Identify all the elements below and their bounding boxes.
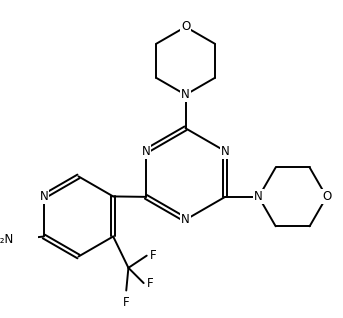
Text: O: O bbox=[322, 190, 331, 204]
Text: N: N bbox=[181, 88, 190, 101]
Text: N: N bbox=[39, 190, 48, 203]
Text: F: F bbox=[123, 296, 130, 309]
Text: N: N bbox=[254, 190, 263, 204]
Text: N: N bbox=[221, 145, 229, 158]
Text: F: F bbox=[147, 277, 154, 290]
Text: O: O bbox=[181, 20, 190, 33]
Text: H₂N: H₂N bbox=[0, 233, 14, 246]
Text: N: N bbox=[181, 213, 190, 226]
Text: F: F bbox=[150, 249, 157, 262]
Text: N: N bbox=[142, 145, 150, 158]
